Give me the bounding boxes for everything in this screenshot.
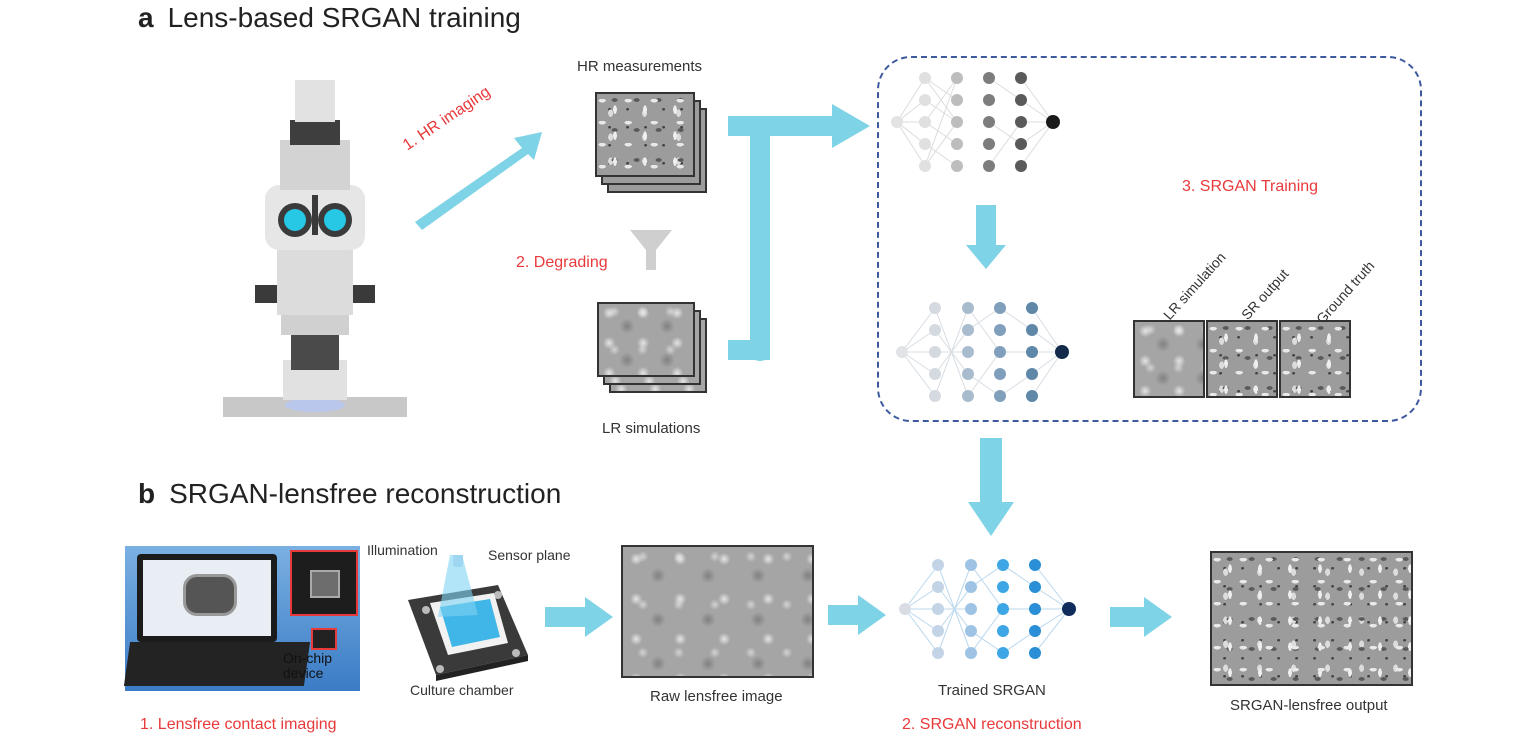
training-network: [896, 302, 1069, 402]
sensor-chip: [310, 570, 340, 598]
on-chip-device-marker: [311, 628, 337, 650]
to-output-arrow: [1110, 597, 1172, 637]
untrained-network: [891, 72, 1060, 172]
trained-srgan-label: Trained SRGAN: [938, 682, 1046, 699]
lr-image-front: [597, 302, 695, 377]
compare-gt-image: [1279, 320, 1351, 398]
compare-sr-image: [1206, 320, 1278, 398]
lr-simulations-label: LR simulations: [602, 420, 701, 437]
laptop-display: [143, 560, 271, 636]
culture-chamber-label: Culture chamber: [410, 682, 514, 698]
section-a-title: a Lens-based SRGAN training: [138, 2, 521, 33]
sensor-board-inset: [290, 550, 358, 616]
srgan-output-image: [1210, 551, 1413, 686]
to-raw-arrow: [545, 597, 613, 637]
hr-image-front: [595, 92, 695, 177]
step-degrading-label: 2. Degrading: [516, 254, 608, 271]
step-lensfree-imaging-label: 1. Lensfree contact imaging: [140, 716, 337, 733]
raw-lensfree-label: Raw lensfree image: [650, 688, 783, 705]
to-network-arrow: [828, 595, 886, 635]
funnel-icon: [630, 230, 672, 270]
step-srgan-reconstruction-label: 2. SRGAN reconstruction: [902, 716, 1082, 733]
microscope-illustration: [223, 80, 407, 417]
deploy-down-arrow: [968, 438, 1014, 536]
trained-network: [899, 559, 1076, 659]
laptop-screen: [137, 554, 277, 642]
hr-imaging-arrow: [415, 132, 542, 230]
on-chip-device-label: On-chip device: [283, 650, 333, 681]
hr-measurements-label: HR measurements: [577, 58, 703, 75]
step-srgan-training-label: 3. SRGAN Training: [1182, 178, 1319, 195]
section-b-title: b SRGAN-lensfree reconstruction: [138, 478, 562, 509]
illumination-label: Illumination: [367, 542, 438, 558]
training-down-arrow: [966, 205, 1006, 269]
sensor-plane-label: Sensor plane: [488, 547, 571, 563]
compare-lr-image: [1133, 320, 1205, 398]
laptop-photo: On-chip device: [123, 546, 360, 691]
srgan-output-label: SRGAN-lensfree output: [1230, 697, 1388, 714]
merge-arrow: [728, 104, 870, 361]
chip-illustration: [408, 555, 528, 681]
laptop-display-image: [183, 574, 237, 616]
training-box: [877, 56, 1422, 422]
raw-lensfree-image: [621, 545, 814, 678]
